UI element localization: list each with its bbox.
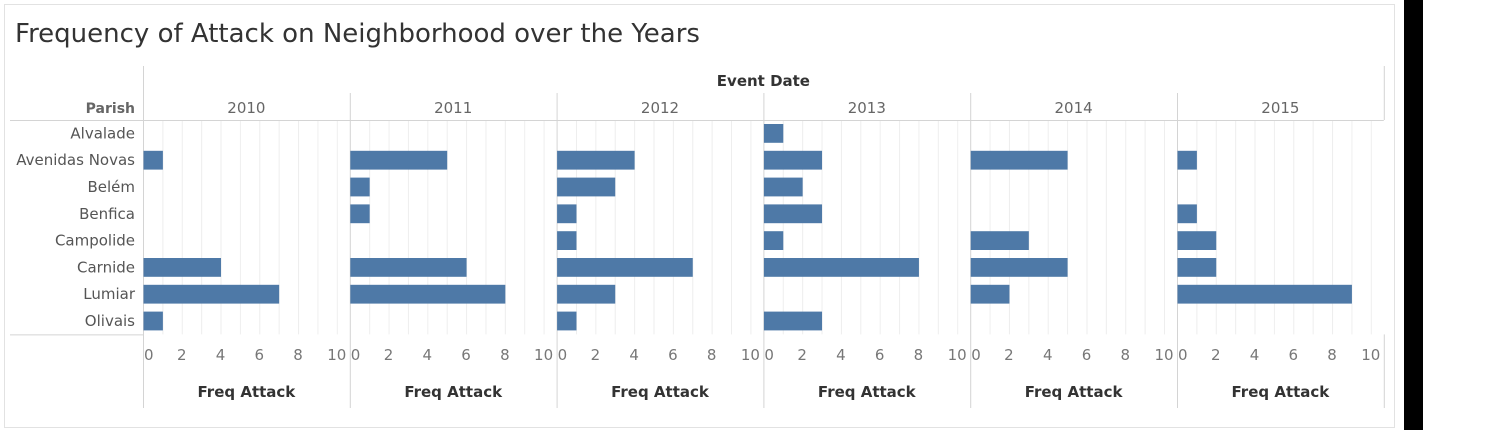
bar	[143, 311, 163, 331]
x-tick-label: 6	[461, 346, 471, 364]
bar	[763, 124, 784, 143]
bar	[350, 150, 448, 170]
bar	[763, 258, 919, 277]
bar	[557, 150, 635, 170]
x-tick-label: 10	[1154, 346, 1173, 364]
x-tick-label: 10	[741, 346, 760, 364]
year-header: 2013	[848, 99, 886, 117]
x-tick-label: 0	[144, 346, 154, 364]
x-tick-label: 4	[629, 346, 639, 364]
x-axis-label: Freq Attack	[611, 383, 710, 401]
bar	[970, 150, 1068, 170]
bar	[350, 284, 506, 304]
chart-title: Frequency of Attack on Neighborhood over…	[15, 19, 700, 49]
bar	[143, 284, 280, 304]
x-tick-label: 0	[764, 346, 774, 364]
x-tick-label: 2	[591, 346, 601, 364]
bar	[1177, 204, 1197, 224]
column-header: Event Date	[717, 72, 810, 90]
bar	[557, 177, 616, 197]
bar	[1177, 284, 1352, 304]
x-tick-label: 2	[384, 346, 394, 364]
bar	[350, 177, 370, 197]
x-tick-label: 10	[327, 346, 346, 364]
x-tick-label: 10	[948, 346, 967, 364]
x-tick-label: 4	[216, 346, 226, 364]
x-tick-label: 0	[1178, 346, 1188, 364]
year-header: 2012	[641, 99, 679, 117]
x-tick-label: 6	[875, 346, 885, 364]
x-tick-label: 6	[255, 346, 265, 364]
x-axis-label: Freq Attack	[1025, 383, 1124, 401]
chart-panel	[4, 4, 1395, 428]
x-axis-label: Freq Attack	[1232, 383, 1331, 401]
x-tick-label: 8	[707, 346, 717, 364]
x-tick-label: 6	[1289, 346, 1299, 364]
bar	[763, 150, 823, 170]
x-tick-label: 8	[1120, 346, 1130, 364]
bar	[143, 258, 222, 277]
row-label: Benfica	[79, 205, 135, 223]
window-edge-bar	[1404, 0, 1423, 430]
x-tick-label: 8	[914, 346, 924, 364]
row-label: Olivais	[85, 312, 135, 330]
x-tick-label: 2	[797, 346, 807, 364]
row-label: Alvalade	[70, 124, 135, 142]
bar	[557, 311, 577, 331]
bar	[350, 258, 467, 277]
bar	[557, 284, 616, 304]
row-header: Parish	[86, 101, 135, 117]
x-tick-label: 2	[177, 346, 187, 364]
bar	[557, 231, 577, 250]
x-tick-label: 0	[558, 346, 568, 364]
bar	[1177, 150, 1197, 170]
x-tick-label: 2	[1004, 346, 1014, 364]
year-header: 2014	[1055, 99, 1093, 117]
x-axis-label: Freq Attack	[404, 383, 503, 401]
row-label: Campolide	[55, 232, 135, 250]
year-header: 2010	[227, 99, 265, 117]
x-tick-label: 4	[1250, 346, 1260, 364]
bar	[970, 258, 1068, 277]
x-tick-label: 4	[1043, 346, 1053, 364]
bar	[763, 204, 823, 224]
x-tick-label: 2	[1211, 346, 1221, 364]
bar	[143, 150, 163, 170]
x-tick-label: 8	[1327, 346, 1337, 364]
x-axis-label: Freq Attack	[818, 383, 917, 401]
bar	[1177, 258, 1217, 277]
bar	[970, 231, 1029, 250]
bar	[1177, 231, 1217, 250]
x-tick-label: 10	[534, 346, 553, 364]
bar	[970, 284, 1010, 304]
bar	[763, 311, 823, 331]
row-label: Avenidas Novas	[16, 151, 135, 169]
bar	[557, 204, 577, 224]
x-tick-label: 6	[668, 346, 678, 364]
year-header: 2015	[1261, 99, 1299, 117]
x-tick-label: 0	[351, 346, 361, 364]
bar	[763, 231, 784, 250]
row-label: Carnide	[77, 258, 135, 276]
x-axis-label: Freq Attack	[198, 383, 297, 401]
x-tick-label: 10	[1361, 346, 1380, 364]
bar	[350, 204, 370, 224]
bar	[557, 258, 693, 277]
bar	[763, 177, 803, 197]
x-tick-label: 6	[1082, 346, 1092, 364]
x-tick-label: 0	[971, 346, 981, 364]
x-tick-label: 8	[293, 346, 303, 364]
x-tick-label: 4	[836, 346, 846, 364]
x-tick-label: 4	[423, 346, 433, 364]
x-tick-label: 8	[500, 346, 510, 364]
row-label: Belém	[87, 178, 135, 196]
row-label: Lumiar	[83, 285, 136, 303]
year-header: 2011	[434, 99, 472, 117]
